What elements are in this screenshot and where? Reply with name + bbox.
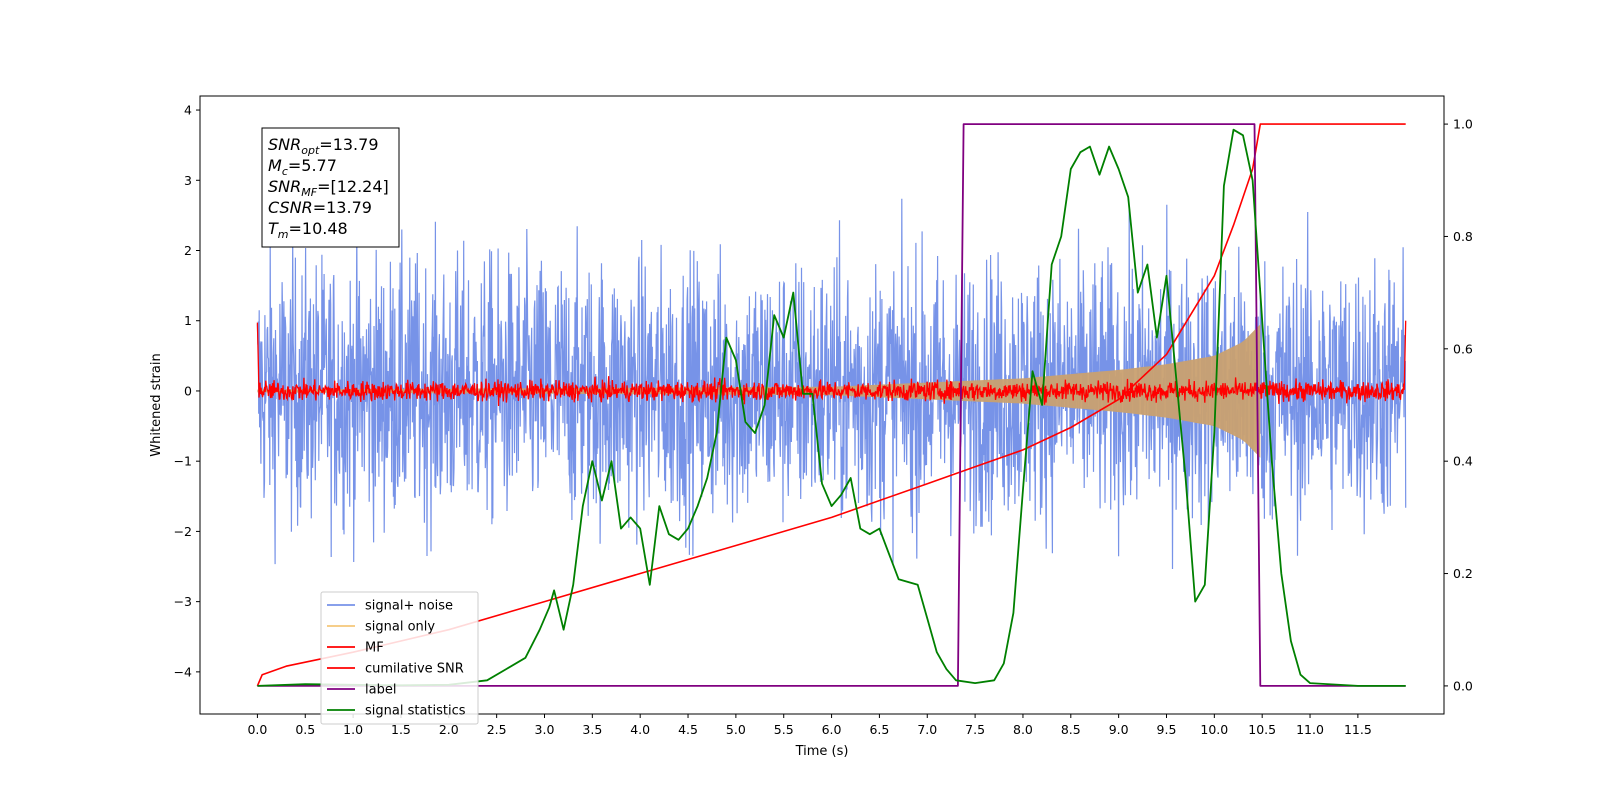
series-signal-statistics-line (257, 128, 1406, 687)
stats-line: CSNR=13.79 (268, 198, 372, 217)
x-tick-label: 4.0 (630, 722, 650, 737)
legend-frame (320, 591, 479, 725)
y-right-tick-label: 0.8 (1453, 229, 1473, 244)
x-tick-label: 9.0 (1109, 722, 1129, 737)
y-tick-label: −4 (174, 664, 192, 679)
legend-entry: signal+ noise (365, 599, 453, 614)
stats-line: SNRopt=13.79 (268, 135, 379, 157)
y-tick-label: 0 (184, 383, 192, 398)
y-axis-label: Whitened strain (149, 353, 164, 456)
y-right-tick-label: 0.6 (1453, 341, 1473, 356)
x-tick-label: 0.0 (247, 722, 267, 737)
y-tick-label: −2 (174, 524, 192, 539)
x-tick-label: 3.5 (582, 722, 602, 737)
x-tick-label: 2.5 (487, 722, 507, 737)
legend: signal+ noise signal only MF cumilative SNR… (320, 591, 479, 725)
stats-line: Tm=10.48 (268, 219, 348, 241)
stats-line: Mc=5.77 (268, 156, 337, 178)
legend-entry: signal statistics (365, 704, 466, 719)
legend-entry: cumilative SNR (365, 662, 464, 677)
y-tick-label: 4 (184, 103, 192, 118)
y-tick-label: 2 (184, 243, 192, 258)
x-tick-label: 6.0 (822, 722, 842, 737)
x-tick-label: 3.0 (535, 722, 555, 737)
legend-entry: label (365, 683, 396, 698)
x-tick-label: 5.0 (726, 722, 746, 737)
y-right-tick-label: 0.4 (1453, 454, 1473, 469)
stats-box: SNRopt=13.79Mc=5.77SNRMF=[12.24]CSNR=13.… (261, 127, 400, 248)
x-tick-label: 1.0 (343, 722, 363, 737)
stats-box-frame (261, 127, 400, 248)
x-tick-label: 9.5 (1157, 722, 1177, 737)
y-tick-label: 3 (184, 173, 192, 188)
x-tick-label: 2.0 (439, 722, 459, 737)
x-tick-label: 7.5 (965, 722, 985, 737)
series-mf-line (256, 320, 1407, 407)
legend-entry: MF (365, 641, 384, 656)
y-tick-label: 1 (184, 313, 192, 328)
x-axis-label: Time (s) (795, 744, 849, 759)
x-tick-label: 10.5 (1248, 722, 1276, 737)
x-tick-label: 1.5 (391, 722, 411, 737)
x-tick-label: 10.0 (1200, 722, 1228, 737)
x-tick-label: 11.0 (1296, 722, 1324, 737)
axes-frame (199, 95, 1445, 715)
series-label-line (257, 123, 1406, 687)
y-right-tick-label: 0.2 (1453, 566, 1473, 581)
x-tick-label: 5.5 (774, 722, 794, 737)
x-tick-label: 8.5 (1061, 722, 1081, 737)
y-right-tick-label: 0.0 (1453, 678, 1473, 693)
x-tick-label: 6.5 (869, 722, 889, 737)
x-tick-label: 8.0 (1013, 722, 1033, 737)
y-right-tick-label: 1.0 (1453, 117, 1473, 132)
x-tick-label: 4.5 (678, 722, 698, 737)
x-tick-label: 7.0 (917, 722, 937, 737)
x-axis-ticks: 0.0 0.5 1.0 1.5 2.0 2.5 3.0 3.5 4.0 4.5 5.0 5.5 6.0 6… (247, 714, 1372, 737)
y-tick-label: −1 (174, 454, 192, 469)
legend-entry: signal only (365, 620, 435, 635)
x-tick-label: 0.5 (295, 722, 315, 737)
y-tick-label: −3 (174, 594, 192, 609)
y-axis-right-ticks: 0.0 0.2 0.4 0.6 0.8 1.0 (1444, 117, 1473, 693)
stats-line: SNRMF=[12.24] (268, 177, 389, 199)
x-tick-label: 11.5 (1344, 722, 1372, 737)
y-axis-ticks: −4 −3 −2 −1 0 1 2 3 4 (174, 103, 200, 679)
